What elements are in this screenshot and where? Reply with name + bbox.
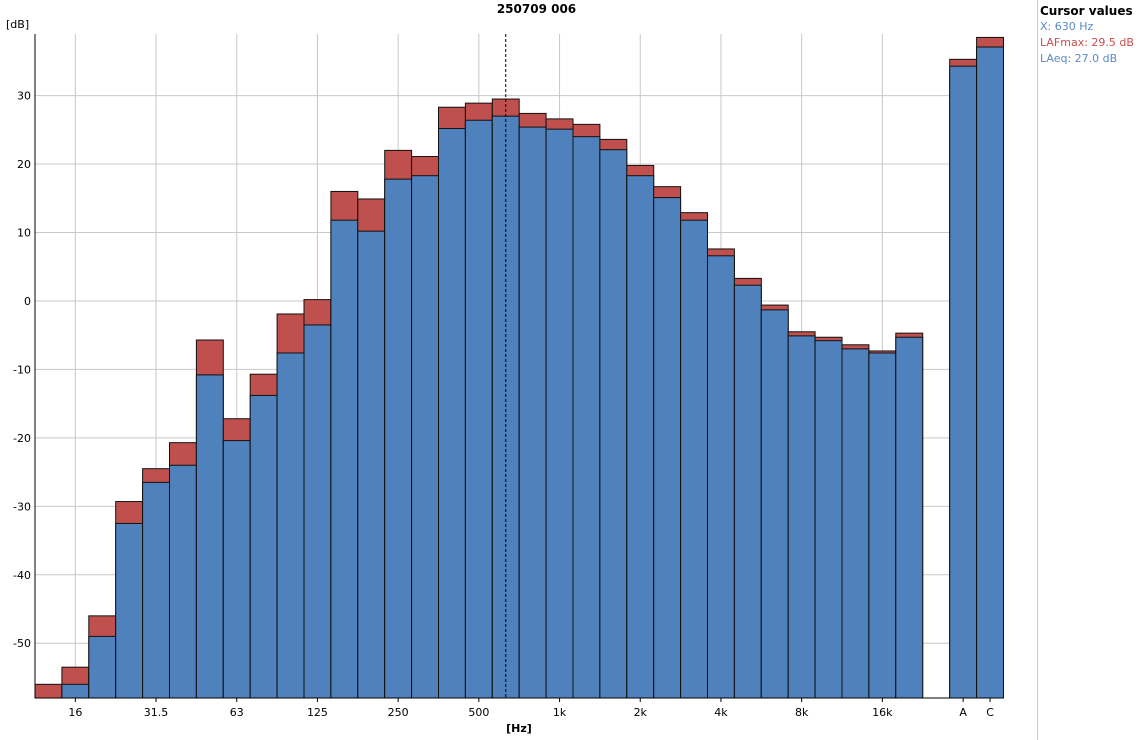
bar-laeq-50: [195, 374, 224, 699]
x-tick-label: 2k: [634, 706, 648, 719]
x-tick-label: C: [986, 706, 994, 719]
x-tick-label: 250: [388, 706, 409, 719]
x-tick-label: 500: [468, 706, 489, 719]
y-tick-label: 30: [17, 90, 31, 103]
x-tick-label: 1k: [553, 706, 567, 719]
bar-laeq-2k: [626, 175, 655, 699]
bar-laeq-1.25k: [572, 136, 601, 699]
y-tick-label: -20: [13, 432, 31, 445]
bar-laeq-100: [276, 352, 305, 699]
y-tick-label: 20: [17, 158, 31, 171]
cursor-lafmax-value: LAFmax: 29.5 dB: [1040, 36, 1134, 49]
bar-laeq-16k: [868, 352, 897, 699]
bar-laeq-2.5k: [653, 197, 682, 699]
x-tick-label: 16: [68, 706, 82, 719]
bar-laeq-250: [384, 178, 413, 699]
cursor-values-panel: Cursor values X: 630 Hz LAFmax: 29.5 dB …: [1040, 3, 1134, 67]
bar-laeq-20: [88, 635, 117, 699]
x-tick-label: 31.5: [144, 706, 169, 719]
bar-laeq-31.5: [142, 481, 171, 699]
bar-laeq-160: [330, 219, 359, 699]
bar-laeq-40: [169, 464, 197, 699]
bars: [34, 36, 1004, 699]
axes: 30 20 10 0 -10 -20 -30 -40 -50 16 31.5 63 125 250 500 1…: [13, 34, 1003, 719]
x-axis-label: [Hz]: [506, 722, 532, 735]
spectrum-chart[interactable]: 30 20 10 0 -10 -20 -30 -40 -50 16 31.5 63 125 250 500 1…: [0, 0, 1036, 740]
x-tick-label: 125: [307, 706, 328, 719]
y-axis-label: [dB]: [6, 18, 29, 31]
bar-laeq-80: [249, 394, 278, 699]
cursor-x-value: X: 630 Hz: [1040, 20, 1094, 33]
bar-laeq-1.6k: [599, 149, 628, 699]
bar-laeq-6.3k: [760, 309, 789, 699]
bar-laeq-16: [61, 683, 90, 699]
x-tick-label: 8k: [795, 706, 809, 719]
bar-laeq-5k: [733, 284, 762, 699]
y-tick-label: -10: [13, 363, 31, 376]
cursor-laeq-value: LAeq: 27.0 dB: [1040, 52, 1118, 65]
bar-laeq-800: [518, 126, 547, 699]
bar-laeq-3.15k: [680, 219, 708, 699]
bar-laeq-125: [303, 324, 332, 699]
bar-laeq-20k: [895, 336, 924, 699]
y-tick-label: -50: [13, 637, 31, 650]
cursor-values-heading: Cursor values: [1040, 4, 1133, 18]
chart-title: 250709 006: [496, 2, 577, 16]
x-tick-label: 16k: [872, 706, 893, 719]
panel-divider: [1037, 0, 1038, 740]
bar-laeq-1k: [545, 128, 574, 699]
bar-laeq-4k: [707, 255, 735, 699]
x-tick-label: 63: [230, 706, 244, 719]
bar-laeq-C: [976, 46, 1004, 699]
bar-laeq-200: [357, 230, 386, 699]
x-tick-label: 4k: [714, 706, 728, 719]
bar-laeq-12.5k: [841, 348, 870, 699]
bar-laeq-315: [411, 175, 440, 699]
y-tick-label: -40: [13, 569, 31, 582]
bar-laeq-8k: [787, 335, 816, 699]
bar-laeq-25: [115, 522, 144, 699]
bar-laeq-400: [438, 127, 466, 699]
y-tick-label: -30: [13, 500, 31, 513]
bar-laeq-63: [222, 440, 251, 699]
y-tick-label: 0: [24, 295, 31, 308]
bar-lafmax-12.5: [34, 683, 63, 699]
x-tick-label: A: [959, 706, 967, 719]
bar-laeq-A: [949, 65, 978, 699]
y-tick-label: 10: [17, 227, 31, 240]
bar-laeq-10k: [814, 340, 843, 699]
bar-laeq-500: [464, 119, 493, 699]
